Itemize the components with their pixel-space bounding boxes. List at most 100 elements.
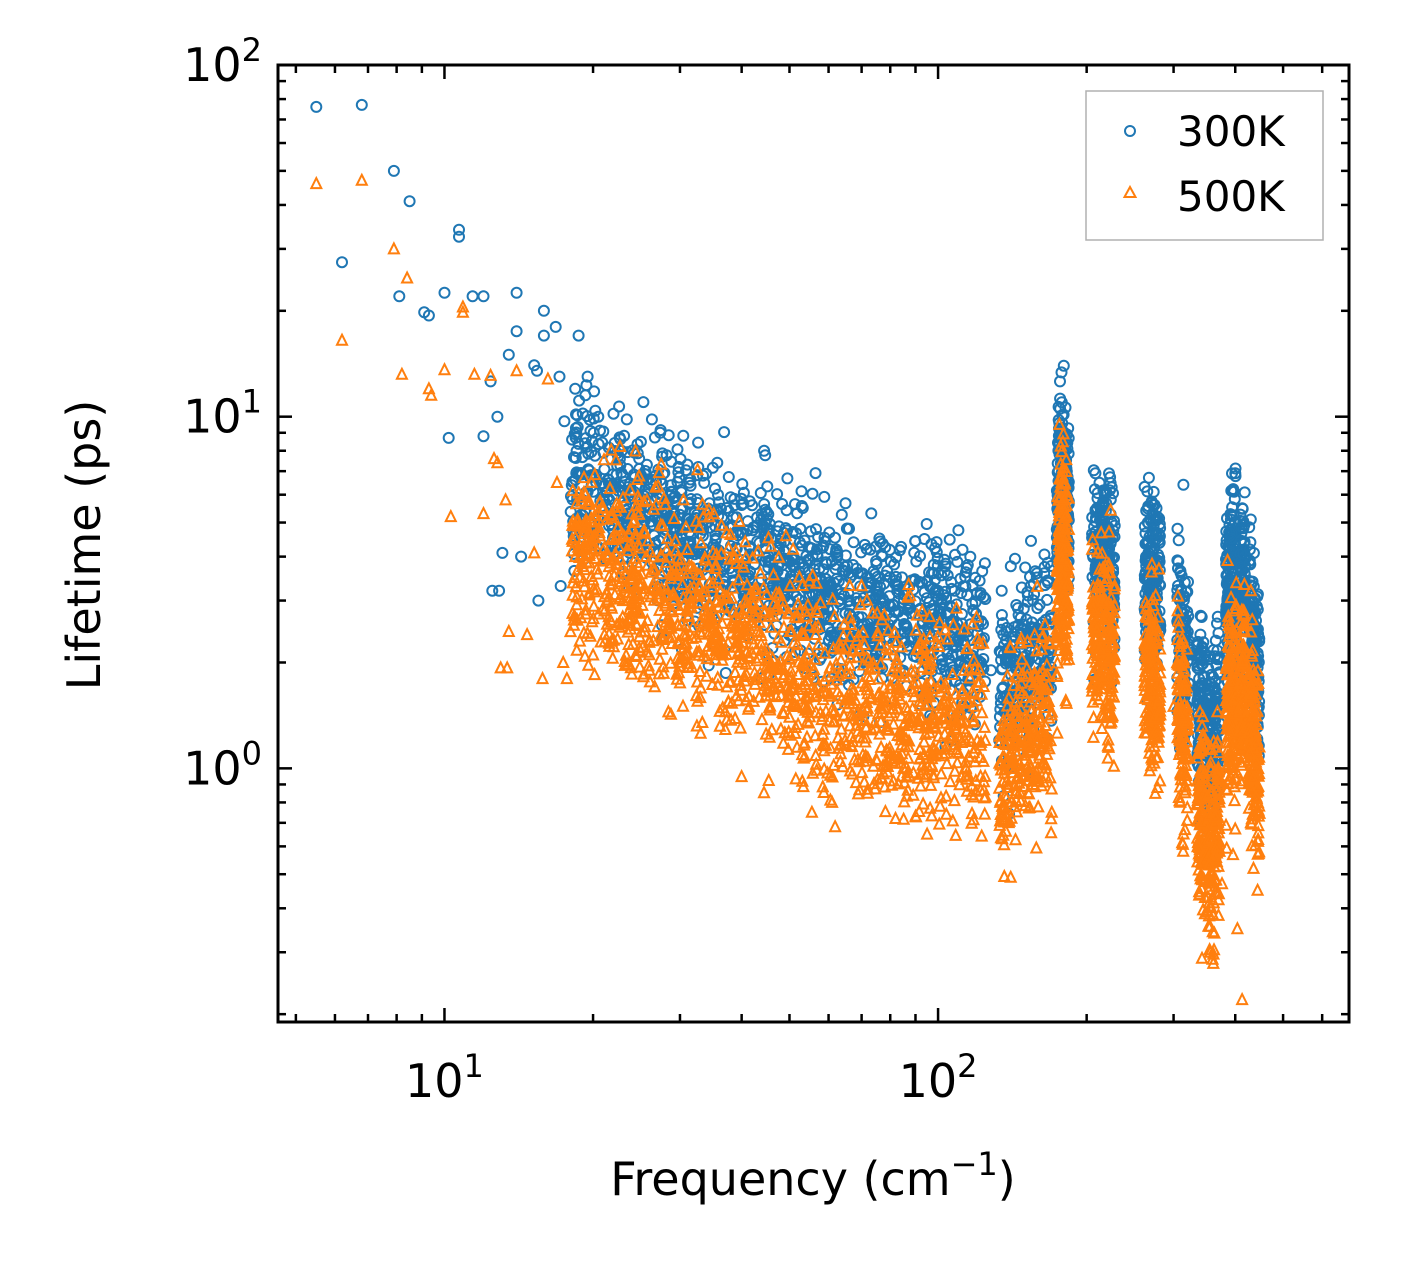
point-300k [709, 482, 721, 495]
point-300k [510, 325, 523, 338]
point-300k [1019, 561, 1032, 574]
point-300k [1141, 485, 1154, 498]
plot-area [309, 98, 1267, 1006]
point-300k [1202, 698, 1215, 711]
point-300k [532, 594, 545, 607]
point-300k [951, 555, 964, 568]
point-300k [1024, 570, 1036, 583]
point-300k [971, 688, 984, 701]
point-300k [930, 536, 943, 549]
point-300k [909, 535, 922, 548]
point-300k [871, 570, 884, 583]
point-300k [777, 526, 790, 539]
point-300k [1054, 375, 1066, 388]
point-300k [692, 436, 705, 449]
point-300k [762, 561, 775, 574]
point-300k [615, 466, 628, 479]
point-300k [453, 223, 465, 236]
point-300k [582, 463, 595, 476]
point-300k [486, 584, 499, 597]
point-300k [806, 487, 819, 500]
point-300k [875, 597, 888, 610]
point-300k [1207, 644, 1220, 657]
point-300k [955, 587, 968, 600]
point-300k [923, 566, 936, 579]
point-300k [393, 290, 406, 303]
point-300k [908, 546, 921, 559]
point-300k [865, 507, 878, 520]
point-300k [735, 492, 748, 505]
point-300k [1229, 470, 1242, 483]
point-300k [355, 98, 368, 111]
point-300k [1171, 522, 1184, 535]
point-300k [923, 596, 936, 609]
point-300k [841, 522, 854, 535]
point-300k [387, 164, 400, 177]
point-300k [891, 585, 904, 598]
point-300k [758, 498, 771, 511]
point-300k [1204, 676, 1217, 689]
point-300k [876, 537, 889, 550]
point-300k [924, 580, 937, 593]
point-300k [1146, 526, 1159, 539]
point-300k [865, 614, 878, 627]
point-300k [895, 540, 908, 553]
point-300k [760, 505, 773, 518]
point-300k [974, 587, 987, 599]
point-300k [869, 540, 882, 553]
point-300k [1202, 702, 1215, 715]
point-300k [1139, 537, 1152, 550]
point-300k [477, 430, 490, 443]
point-300k [656, 513, 668, 526]
point-300k [438, 286, 451, 299]
point-300k [310, 100, 323, 113]
point-300k [946, 649, 959, 661]
point-300k [422, 309, 435, 322]
point-300k [1089, 526, 1102, 538]
point-300k [712, 488, 724, 501]
point-300k [453, 230, 465, 243]
point-300k [706, 461, 719, 474]
point-300k [680, 464, 692, 477]
point-300k [789, 498, 801, 511]
point-300k [665, 486, 678, 499]
point-300k [502, 348, 515, 361]
point-300k [795, 556, 808, 569]
point-300k [537, 329, 550, 342]
point-300k [888, 605, 901, 618]
point-300k [888, 558, 901, 571]
point-300k [736, 478, 749, 491]
point-300k [1000, 621, 1013, 634]
point-300k [587, 412, 600, 425]
point-300k [839, 497, 852, 510]
point-300k [672, 466, 685, 479]
point-300k [869, 568, 881, 581]
point-300k [570, 408, 582, 421]
point-300k [806, 549, 819, 562]
point-300k [870, 555, 883, 568]
point-300k [813, 653, 826, 666]
point-300k [1172, 562, 1184, 575]
point-300k [1031, 602, 1044, 615]
point-300k [684, 535, 697, 548]
point-300k [613, 400, 626, 413]
point-300k [1052, 414, 1065, 426]
point-300k [336, 256, 348, 269]
point-300k [592, 438, 605, 451]
point-300k [581, 410, 594, 423]
point-300k [964, 550, 977, 563]
point-300k [549, 320, 562, 333]
point-300k [1193, 672, 1206, 685]
point-300k [640, 458, 653, 471]
point-300k [776, 498, 789, 510]
point-300k [1205, 668, 1218, 681]
point-300k [558, 415, 571, 428]
point-300k [609, 480, 622, 493]
point-300k [589, 449, 601, 462]
point-300k [809, 467, 822, 480]
point-300k [1145, 497, 1158, 510]
point-300k [1147, 485, 1160, 498]
point-300k [662, 429, 675, 442]
point-300k [960, 561, 973, 574]
point-300k [761, 480, 774, 493]
